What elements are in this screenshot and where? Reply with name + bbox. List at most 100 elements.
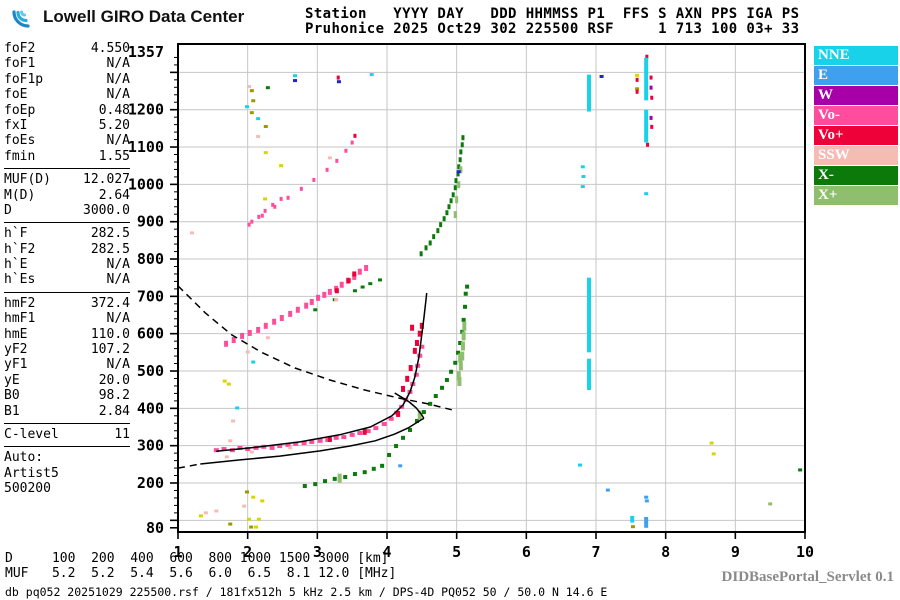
station-header: Station YYYY DAY DDD HHMMSS P1 FFS S AXN… [305, 7, 799, 37]
param-row-foe: foE N/A [4, 87, 130, 102]
param-value: N/A [106, 71, 130, 87]
param-label: fmin [4, 148, 36, 164]
svg-text:1: 1 [173, 543, 182, 561]
muf-table: D 100 200 400 600 800 1000 1500 3000 [km… [5, 551, 397, 581]
param-row-clevel: C-level 11 [4, 427, 130, 442]
param-row-hf2: h`F2 282.5 [4, 242, 130, 257]
param-value: N/A [106, 56, 130, 72]
svg-text:1100: 1100 [128, 138, 164, 156]
svg-text:900: 900 [137, 213, 164, 231]
param-value: 282.5 [90, 226, 130, 242]
legend-item-ssw: SSW [814, 146, 898, 165]
param-label: Auto: [4, 450, 44, 466]
param-label: fxI [4, 117, 28, 133]
param-value: N/A [106, 272, 130, 288]
param-value: 98.2 [98, 388, 130, 404]
param-value: 20.0 [98, 372, 130, 388]
divider [4, 422, 130, 424]
svg-text:4: 4 [382, 543, 391, 561]
svg-text:500: 500 [137, 362, 164, 380]
param-label: hmE [4, 326, 28, 342]
param-value: 4.550 [90, 41, 130, 56]
param-row-foes: foEs N/A [4, 133, 130, 148]
param-row-auto: Auto: [4, 450, 130, 465]
echo-legend: NNE E W Vo- Vo+ SSW X- X+ [814, 46, 898, 206]
param-row-b0: B0 98.2 [4, 388, 130, 403]
svg-text:5: 5 [452, 543, 461, 561]
param-row-yf1: yF1 N/A [4, 357, 130, 372]
param-row-hf: h`F 282.5 [4, 226, 130, 241]
svg-text:1357: 1357 [128, 43, 164, 61]
param-row-md: M(D) 2.64 [4, 188, 130, 203]
legend-item-nne: NNE [814, 46, 898, 65]
param-value: 110.0 [90, 326, 130, 342]
param-row-d: D 3000.0 [4, 203, 130, 218]
param-label: M(D) [4, 187, 36, 203]
param-label: foF2 [4, 41, 36, 56]
param-row-foep: foEp 0.48 [4, 103, 130, 118]
param-value: N/A [106, 257, 130, 273]
svg-text:400: 400 [137, 399, 164, 417]
logo-text: Lowell GIRO Data Center [43, 7, 245, 26]
param-label: h`Es [4, 272, 36, 288]
param-value: 11 [114, 426, 130, 442]
param-label: foF1p [4, 71, 44, 87]
giro-logo-icon [12, 10, 30, 28]
param-label: yF1 [4, 357, 28, 373]
param-row-fof1p: foF1p N/A [4, 72, 130, 87]
param-row-ye: yE 20.0 [4, 373, 130, 388]
param-label: B0 [4, 388, 20, 404]
muf-table-muf-row: MUF 5.2 5.2 5.4 5.6 6.0 6.5 8.1 12.0 [MH… [5, 565, 397, 581]
param-label: B1 [4, 403, 20, 419]
param-label: foF1 [4, 56, 36, 72]
svg-text:6: 6 [522, 543, 531, 561]
svg-text:10: 10 [796, 543, 814, 561]
param-label: 500200 [4, 481, 51, 497]
muf-table-d-row: D 100 200 400 600 800 1000 1500 3000 [km… [5, 551, 389, 566]
divider [4, 168, 130, 170]
param-row-hme: hmE 110.0 [4, 327, 130, 342]
station-header-line1: Station YYYY DAY DDD HHMMSS P1 FFS S AXN… [305, 6, 800, 22]
param-label: foEs [4, 133, 36, 149]
param-row-he: h`E N/A [4, 257, 130, 272]
param-value: 2.64 [98, 187, 130, 203]
svg-text:200: 200 [137, 474, 164, 492]
param-label: hmF2 [4, 295, 36, 311]
param-label: foE [4, 87, 28, 103]
param-label: yE [4, 372, 20, 388]
header-logo: Lowell GIRO Data Center [8, 4, 244, 30]
svg-text:8: 8 [661, 543, 670, 561]
parameter-panel: foF2 4.550 foF1 N/A foF1p N/A foE N/A foEp 0.48 fx… [4, 41, 130, 497]
svg-text:80: 80 [146, 519, 164, 537]
param-value: 5.20 [98, 117, 130, 133]
param-row-500200: 500200 [4, 481, 130, 496]
param-value: 372.4 [90, 295, 130, 311]
param-row-mufd: MUF(D) 12.027 [4, 172, 130, 187]
param-label: C-level [4, 426, 59, 442]
svg-text:1200: 1200 [128, 101, 164, 119]
param-value: N/A [106, 87, 130, 103]
svg-text:700: 700 [137, 287, 164, 305]
param-value: 3000.0 [83, 202, 130, 218]
param-value: 107.2 [90, 342, 130, 358]
param-value: 2.84 [98, 403, 130, 419]
svg-text:600: 600 [137, 325, 164, 343]
station-header-line2: Pruhonice 2025 Oct29 302 225500 RSF 1 71… [305, 21, 800, 37]
param-row-artist5: Artist5 [4, 466, 130, 481]
param-row-fmin: fmin 1.55 [4, 149, 130, 164]
param-row-hes: h`Es N/A [4, 272, 130, 287]
param-row-b1: B1 2.84 [4, 404, 130, 419]
svg-text:300: 300 [137, 437, 164, 455]
svg-text:7: 7 [591, 543, 600, 561]
param-label: yF2 [4, 342, 28, 358]
param-row-yf2: yF2 107.2 [4, 342, 130, 357]
legend-item-vo: Vo+ [814, 126, 898, 145]
param-value: 12.027 [83, 172, 130, 188]
legend-item-w: W [814, 86, 898, 105]
legend-item-e: E [814, 66, 898, 85]
param-label: h`E [4, 257, 28, 273]
svg-text:3: 3 [313, 543, 322, 561]
param-row-hmf1: hmF1 N/A [4, 311, 130, 326]
